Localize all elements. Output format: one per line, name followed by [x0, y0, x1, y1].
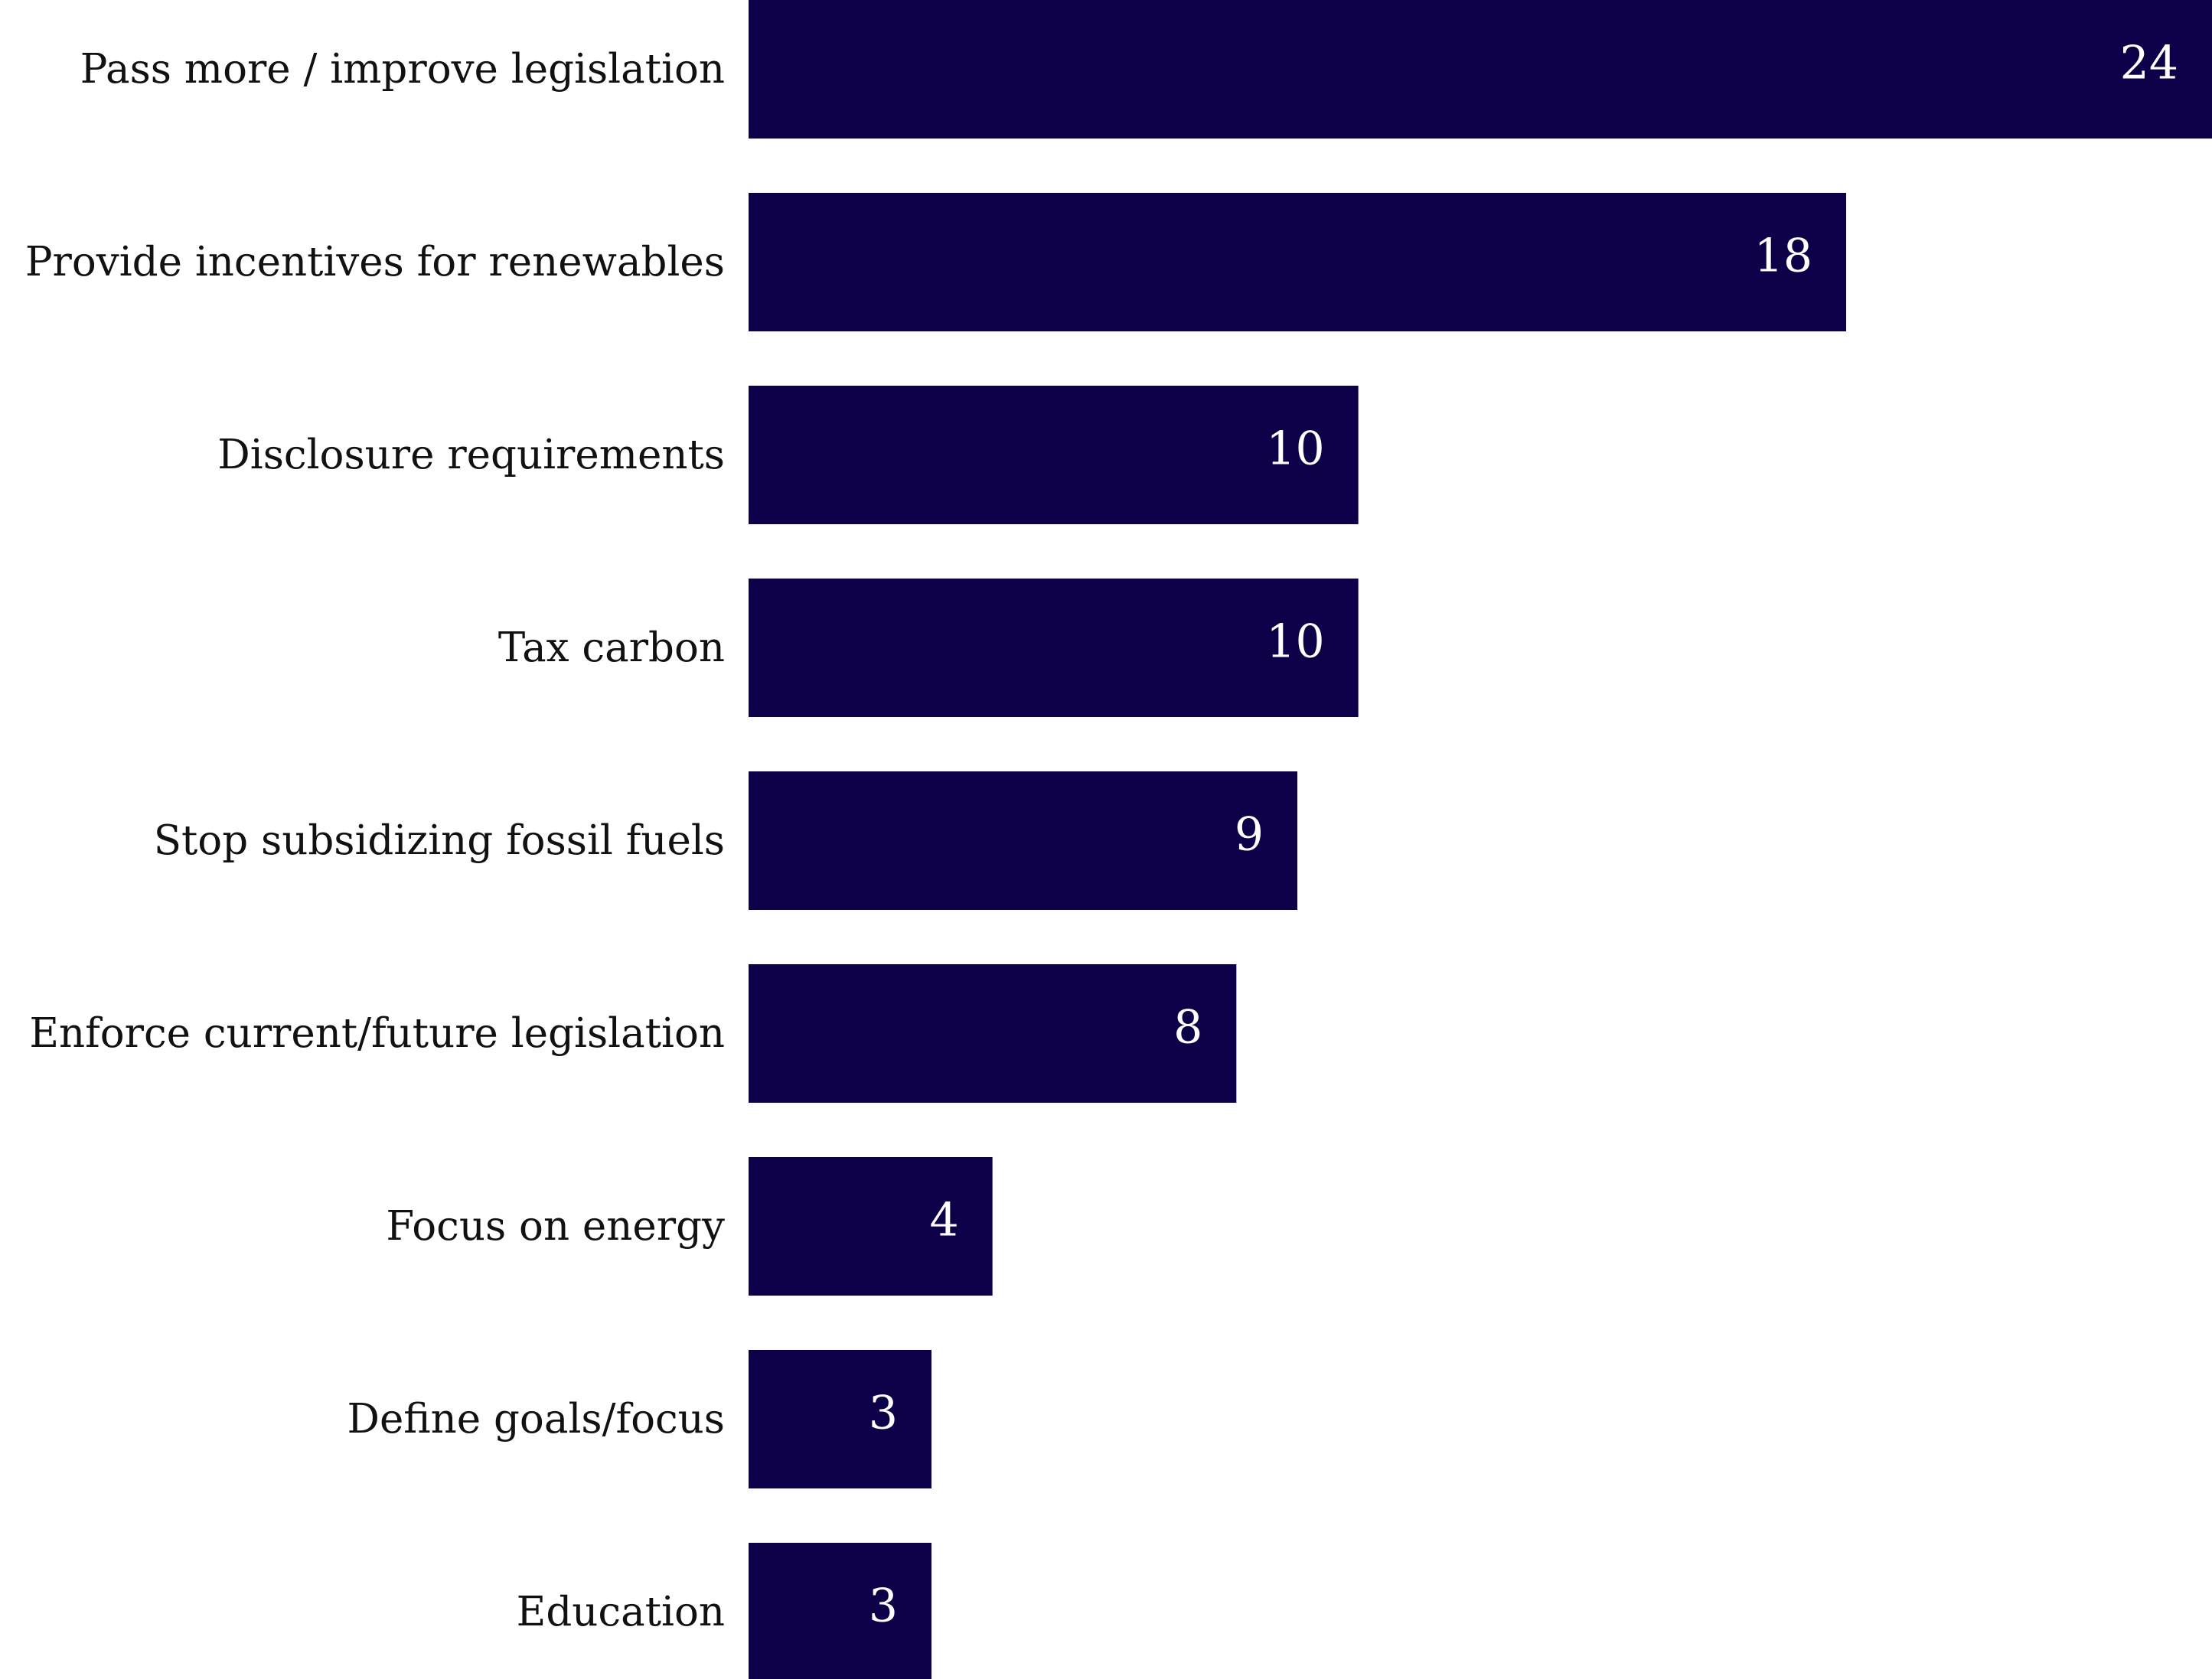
bar-5 [749, 964, 1236, 1103]
category-label-1: Provide incentives for renewables [25, 239, 725, 285]
category-labels: Pass more / improve legislation Provide i… [25, 46, 725, 1635]
value-label-6: 4 [929, 1194, 958, 1247]
category-label-5: Enforce current/future legislation [29, 1010, 725, 1057]
bar-1 [749, 193, 1846, 331]
bars-layer [749, 0, 2212, 1679]
bar-0 [749, 0, 2212, 139]
category-label-3: Tax carbon [498, 624, 725, 671]
category-label-4: Stop subsidizing fossil fuels [154, 817, 725, 864]
category-label-6: Focus on energy [386, 1203, 725, 1250]
category-label-0: Pass more / improve legislation [80, 46, 725, 93]
value-label-7: 3 [869, 1387, 898, 1440]
bar-4 [749, 771, 1297, 910]
value-label-4: 9 [1235, 808, 1264, 862]
value-label-3: 10 [1266, 615, 1324, 669]
category-label-8: Education [517, 1589, 725, 1635]
value-label-8: 3 [869, 1580, 898, 1633]
category-label-7: Define goals/focus [347, 1396, 725, 1443]
category-label-2: Disclosure requirements [217, 432, 725, 478]
value-label-1: 18 [1754, 230, 1812, 283]
value-label-2: 10 [1266, 422, 1324, 476]
value-label-0: 24 [2120, 37, 2178, 90]
value-label-5: 8 [1173, 1001, 1202, 1055]
bar-7 [749, 1350, 931, 1488]
bar-8 [749, 1543, 931, 1679]
